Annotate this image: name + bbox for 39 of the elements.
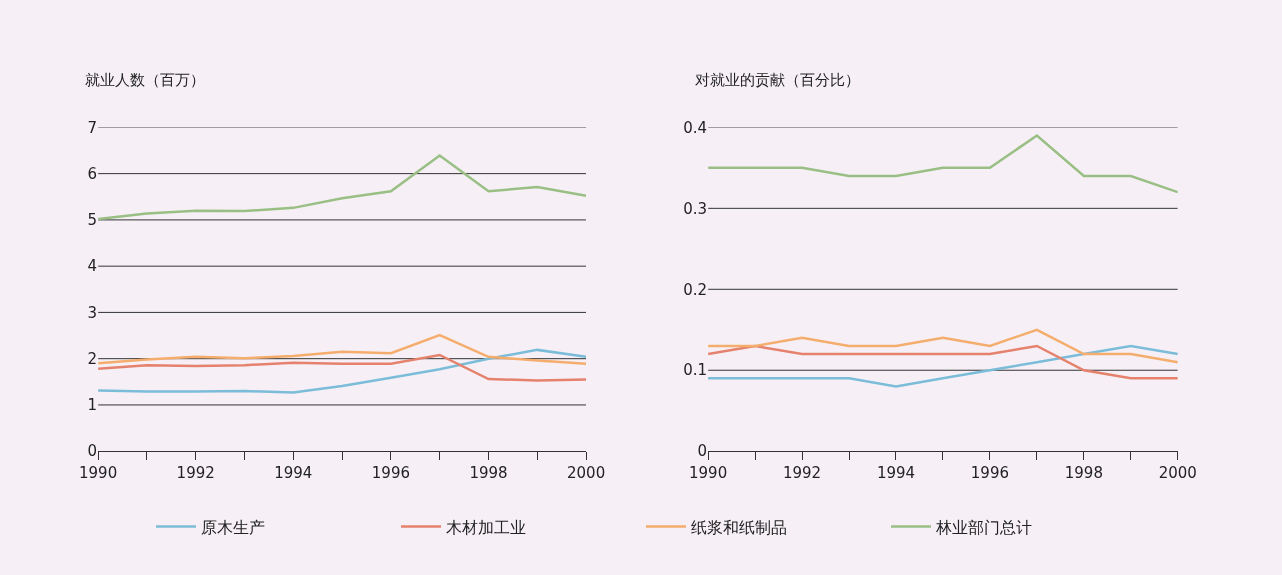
y-tick-label: 6 — [87, 164, 98, 183]
y-axis-title: 就业人数（百万） — [85, 71, 205, 89]
x-tick-label: 1994 — [876, 464, 916, 483]
line-series — [708, 344, 1178, 388]
x-tick-label: 1996 — [371, 464, 410, 483]
legend-label: 木材加工业 — [446, 517, 526, 537]
x-tick-label: 1992 — [782, 464, 822, 483]
y-tick-label: 0 — [697, 442, 708, 461]
line-series — [98, 348, 587, 394]
legend-label: 原木生产 — [201, 517, 265, 537]
y-tick-label: 0.2 — [683, 280, 708, 299]
x-tick-label: 1990 — [689, 464, 728, 483]
line-series — [708, 134, 1178, 194]
line-series — [708, 328, 1178, 364]
y-tick-label: 0.4 — [683, 118, 708, 137]
x-tick-label: 1996 — [970, 464, 1010, 483]
legend-label: 林业部门总计 — [935, 517, 1032, 537]
x-tick-label: 1990 — [79, 464, 118, 483]
y-tick-label: 2 — [87, 349, 98, 368]
x-tick-label: 1994 — [274, 464, 313, 483]
line-series — [708, 344, 1178, 380]
y-tick-label: 1 — [87, 396, 98, 415]
x-tick-label: 2000 — [567, 464, 606, 483]
x-tick-label: 1992 — [176, 464, 215, 483]
x-tick-label: 1998 — [469, 464, 508, 483]
y-tick-label: 0 — [87, 442, 98, 461]
y-tick-label: 0.3 — [683, 199, 708, 218]
legend-label: 纸浆和纸制品 — [691, 517, 787, 537]
y-tick-label: 4 — [87, 257, 98, 276]
line-series — [98, 353, 587, 382]
y-tick-label: 3 — [87, 303, 98, 322]
y-tick-label: 0.1 — [683, 361, 708, 380]
y-tick-label: 7 — [87, 118, 98, 137]
line-series — [98, 154, 587, 221]
x-tick-label: 2000 — [1158, 464, 1197, 483]
y-tick-label: 5 — [87, 211, 98, 230]
line-series — [98, 333, 587, 366]
x-tick-label: 1998 — [1064, 464, 1103, 483]
y-axis-title: 对就业的贡献（百分比） — [695, 71, 860, 89]
